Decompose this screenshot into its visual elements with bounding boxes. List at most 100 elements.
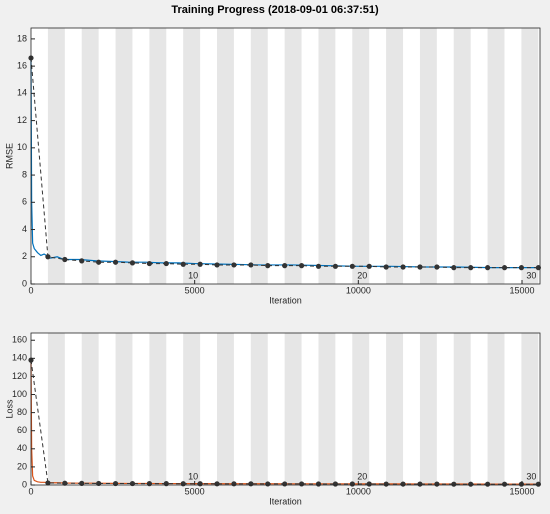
y-tick-label: 60: [17, 425, 27, 435]
validation-point: [383, 481, 389, 487]
epoch-band: [352, 28, 370, 284]
epoch-band: [250, 28, 268, 284]
validation-point: [248, 262, 254, 268]
y-tick-label: 6: [22, 197, 27, 207]
epoch-band: [217, 333, 234, 485]
y-tick-label: 2: [22, 251, 27, 261]
validation-point: [163, 260, 169, 267]
epoch-band: [487, 333, 505, 485]
validation-point: [332, 481, 339, 487]
epoch-label: 30: [526, 471, 536, 481]
y-tick-label: 140: [12, 353, 27, 363]
epoch-band: [284, 28, 302, 284]
epoch-band: [419, 333, 437, 485]
validation-point: [400, 481, 406, 487]
epoch-band: [453, 28, 471, 284]
epoch-band: [318, 333, 336, 485]
epoch-band: [81, 333, 99, 485]
validation-point: [45, 480, 51, 486]
validation-point: [501, 481, 508, 487]
epoch-band: [521, 28, 539, 284]
y-tick-label: 14: [17, 88, 27, 98]
validation-point: [248, 481, 254, 487]
validation-point: [451, 481, 457, 487]
y-tick-label: 12: [17, 115, 27, 125]
validation-point: [112, 259, 119, 265]
validation-point: [62, 480, 68, 486]
validation-point: [451, 265, 457, 271]
epoch-band: [149, 28, 167, 284]
x-tick-label: 5000: [185, 486, 205, 496]
validation-point: [315, 481, 322, 487]
epoch-band: [386, 28, 404, 284]
validation-point: [485, 481, 491, 487]
validation-point: [197, 261, 203, 267]
validation-point: [146, 260, 152, 267]
x-tick-label: 0: [28, 486, 33, 496]
validation-point: [383, 264, 389, 270]
validation-point: [180, 261, 186, 267]
x-tick-label: 5000: [185, 285, 205, 295]
validation-point: [366, 263, 372, 269]
epoch-band: [81, 28, 99, 284]
epoch-label: 30: [526, 270, 536, 280]
y-tick-label: 16: [17, 61, 27, 71]
validation-point: [231, 262, 237, 268]
page-title: Training Progress (2018-09-01 06:37:51): [171, 4, 379, 16]
epoch-band: [115, 333, 133, 485]
axes-box: [30, 27, 541, 285]
validation-point: [501, 265, 508, 271]
validation-point: [146, 481, 152, 487]
x-tick-label: 15000: [509, 486, 534, 496]
epoch-band: [419, 28, 437, 284]
epoch-band: [47, 28, 65, 284]
validation-point: [299, 263, 305, 269]
validation-point: [349, 263, 355, 269]
validation-point: [265, 481, 271, 487]
validation-point: [468, 265, 474, 271]
x-tick-label: 0: [28, 285, 33, 295]
y-tick-label: 80: [17, 407, 27, 417]
y-tick-label: 18: [17, 33, 27, 43]
x-tick-label: 10000: [346, 285, 371, 295]
epoch-band: [352, 333, 370, 485]
y-axis-label: RMSE: [4, 143, 14, 169]
epoch-band: [386, 333, 404, 485]
validation-point: [417, 481, 423, 487]
validation-point: [129, 260, 136, 266]
y-tick-label: 20: [17, 461, 27, 471]
epoch-band: [284, 333, 302, 485]
validation-point: [282, 481, 288, 487]
validation-point: [434, 264, 440, 270]
epoch-band: [318, 28, 336, 284]
validation-point: [400, 264, 406, 270]
validation-point: [468, 481, 474, 487]
validation-point: [518, 481, 525, 487]
x-axis-label: Iteration: [269, 496, 302, 506]
y-tick-label: 10: [17, 142, 27, 152]
epoch-band: [521, 333, 539, 485]
validation-point: [214, 262, 220, 268]
x-axis-label: Iteration: [269, 295, 302, 305]
validation-point: [231, 481, 237, 487]
validation-point: [315, 263, 322, 269]
y-tick-label: 160: [12, 335, 27, 345]
epoch-band: [183, 28, 201, 284]
validation-point: [417, 264, 423, 270]
validation-point: [79, 258, 85, 264]
y-tick-label: 8: [22, 169, 27, 179]
epoch-label: 20: [357, 471, 367, 481]
y-tick-label: 100: [12, 389, 27, 399]
epoch-band: [149, 333, 167, 485]
y-tick-label: 40: [17, 443, 27, 453]
validation-point: [282, 263, 288, 269]
validation-point: [299, 481, 305, 487]
epoch-band: [115, 28, 133, 284]
validation-point: [62, 256, 68, 263]
epoch-label: 10: [188, 471, 198, 481]
validation-point: [434, 481, 440, 487]
axes-box: [30, 332, 541, 486]
validation-point: [163, 481, 169, 487]
epoch-band: [183, 333, 201, 485]
validation-point: [214, 481, 220, 487]
